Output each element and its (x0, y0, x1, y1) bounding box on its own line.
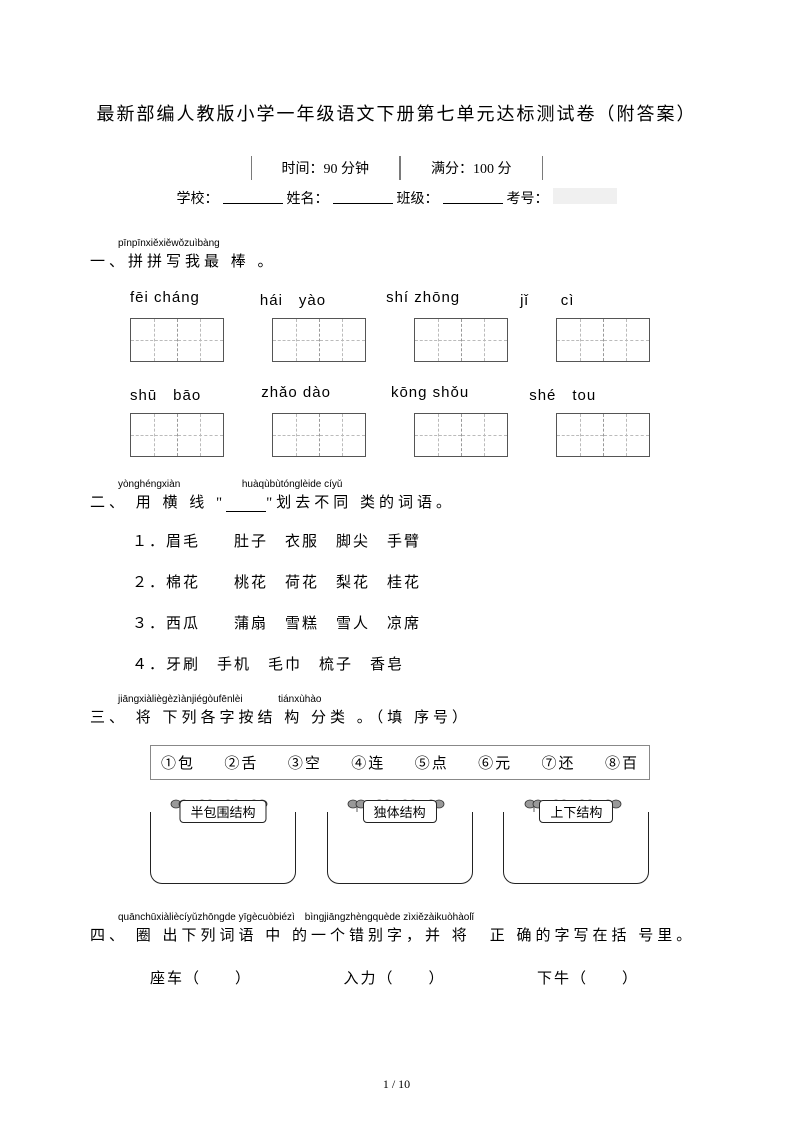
time-label: 时间：90 分钟 (251, 156, 401, 180)
s4-item: 下牛（ ） (537, 971, 639, 987)
pinyin-item: fēi cháng (130, 289, 200, 310)
s3-content: ①包 ②舌 ③空 ④连 ⑤点 ⑥元 ⑦还 ⑧百 半包围结构 (150, 745, 703, 884)
s3-head: 三、 将 下列各字按结 构 分类 。（填 序号） (90, 706, 703, 727)
school-blank[interactable] (223, 188, 283, 204)
s1-box-row1 (130, 318, 703, 362)
pot[interactable]: 独体结构 (327, 812, 473, 884)
class-blank[interactable] (443, 188, 503, 204)
s1-pinyin-row2: shū bāo zhǎo dào kōng shǒu shé tou (130, 384, 703, 405)
char-box[interactable] (272, 413, 366, 457)
circled-item: ⑤点 (415, 752, 449, 773)
page-number: 1 / 10 (0, 1077, 793, 1092)
char-box[interactable] (414, 318, 508, 362)
s4-pinyin: quānchūxiàliècíyǔzhōngde yīgècuòbiézì bì… (118, 908, 703, 923)
pot[interactable]: 上下结构 (503, 812, 649, 884)
class-label: 班级： (397, 188, 439, 208)
s1-box-row2 (130, 413, 703, 457)
s1-pinyin-row1: fēi cháng hái yào shí zhōng jǐ cì (130, 289, 703, 310)
s2-q4: ４．牙刷 手机 毛巾 梳子 香皂 (132, 653, 703, 674)
circled-item: ②舌 (224, 752, 258, 773)
s3-items: ①包 ②舌 ③空 ④连 ⑤点 ⑥元 ⑦还 ⑧百 (150, 745, 650, 780)
school-label: 学校： (177, 188, 219, 208)
pot-group: 上下结构 (503, 788, 650, 884)
circled-item: ⑥元 (478, 752, 512, 773)
s2-q1: １．眉毛 肚子 衣服 脚尖 手臂 (132, 530, 703, 551)
s2-pinyin-b: huàqùbùtónglèide cíyǔ (242, 479, 343, 490)
s4-head: 四、 圈 出下列词语 中 的一个错别字，并 将 正 确的字写在括 号里。 (90, 924, 703, 945)
s1-head: 一、拼拼写我最 棒 。 (90, 250, 703, 271)
pinyin-item: hái yào (260, 289, 326, 310)
s3-pinyin-a: jiāngxiàliègèzìànjiégòufēnlèi (118, 694, 243, 705)
pinyin-item: shé tou (529, 384, 596, 405)
pinyin-item: jǐ cì (520, 289, 574, 310)
char-box[interactable] (130, 318, 224, 362)
s4-item: 入力（ ） (344, 971, 446, 987)
s1-pinyin: pīnpīnxiěxiěwǒzuìbàng (118, 238, 703, 249)
score-label: 满分：100 分 (400, 156, 543, 180)
s2-head-a: 二、 用 横 线 " (90, 495, 226, 511)
pinyin-item: shí zhōng (386, 289, 460, 310)
name-label: 姓名： (287, 188, 329, 208)
pot[interactable]: 半包围结构 (150, 812, 296, 884)
s2-head: 二、 用 横 线 " "划去不同 类的词语。 (90, 491, 703, 512)
s4-items: 座车（ ） 入力（ ） 下牛（ ） (150, 967, 703, 988)
pot-row: 半包围结构 独体结构 上下结构 (150, 788, 650, 884)
s2-q3: ３．西瓜 蒲扇 雪糕 雪人 凉席 (132, 612, 703, 633)
pot-group: 独体结构 (327, 788, 474, 884)
s2-q2: ２．棉花 桃花 荷花 梨花 桂花 (132, 571, 703, 592)
s2-pinyin-a: yònghéngxiàn (118, 479, 180, 490)
meta-row-2: 学校： 姓名： 班级： 考号： (90, 188, 703, 208)
char-box[interactable] (556, 413, 650, 457)
pinyin-item: shū bāo (130, 384, 201, 405)
circled-item: ⑧百 (605, 752, 639, 773)
page-title: 最新部编人教版小学一年级语文下册第七单元达标测试卷（附答案） (90, 100, 703, 126)
char-box[interactable] (556, 318, 650, 362)
circled-item: ①包 (161, 752, 195, 773)
examno-label: 考号： (507, 188, 549, 208)
s3-pinyin: jiāngxiàliègèzìànjiégòufēnlèi tiánxùhào (118, 694, 703, 705)
char-box[interactable] (130, 413, 224, 457)
pinyin-item: kōng shǒu (391, 384, 469, 405)
char-box[interactable] (414, 413, 508, 457)
char-box[interactable] (272, 318, 366, 362)
pot-group: 半包围结构 (150, 788, 297, 884)
circled-item: ④连 (351, 752, 385, 773)
pot-label: 上下结构 (539, 800, 613, 823)
meta-row-1: 时间：90 分钟 满分：100 分 (90, 156, 703, 180)
pot-label: 半包围结构 (179, 800, 266, 823)
circled-item: ③空 (288, 752, 322, 773)
s4-item: 座车（ ） (150, 971, 252, 987)
s2-pinyin: yònghéngxiàn huàqùbùtónglèide cíyǔ (118, 479, 703, 490)
s3-pinyin-b: tiánxùhào (278, 694, 321, 705)
s2-underline (226, 498, 266, 512)
examno-blank[interactable] (553, 188, 617, 204)
s2-head-b: "划去不同 类的词语。 (266, 495, 455, 511)
circled-item: ⑦还 (542, 752, 576, 773)
pinyin-item: zhǎo dào (261, 384, 331, 405)
pot-label: 独体结构 (363, 800, 437, 823)
name-blank[interactable] (333, 188, 393, 204)
